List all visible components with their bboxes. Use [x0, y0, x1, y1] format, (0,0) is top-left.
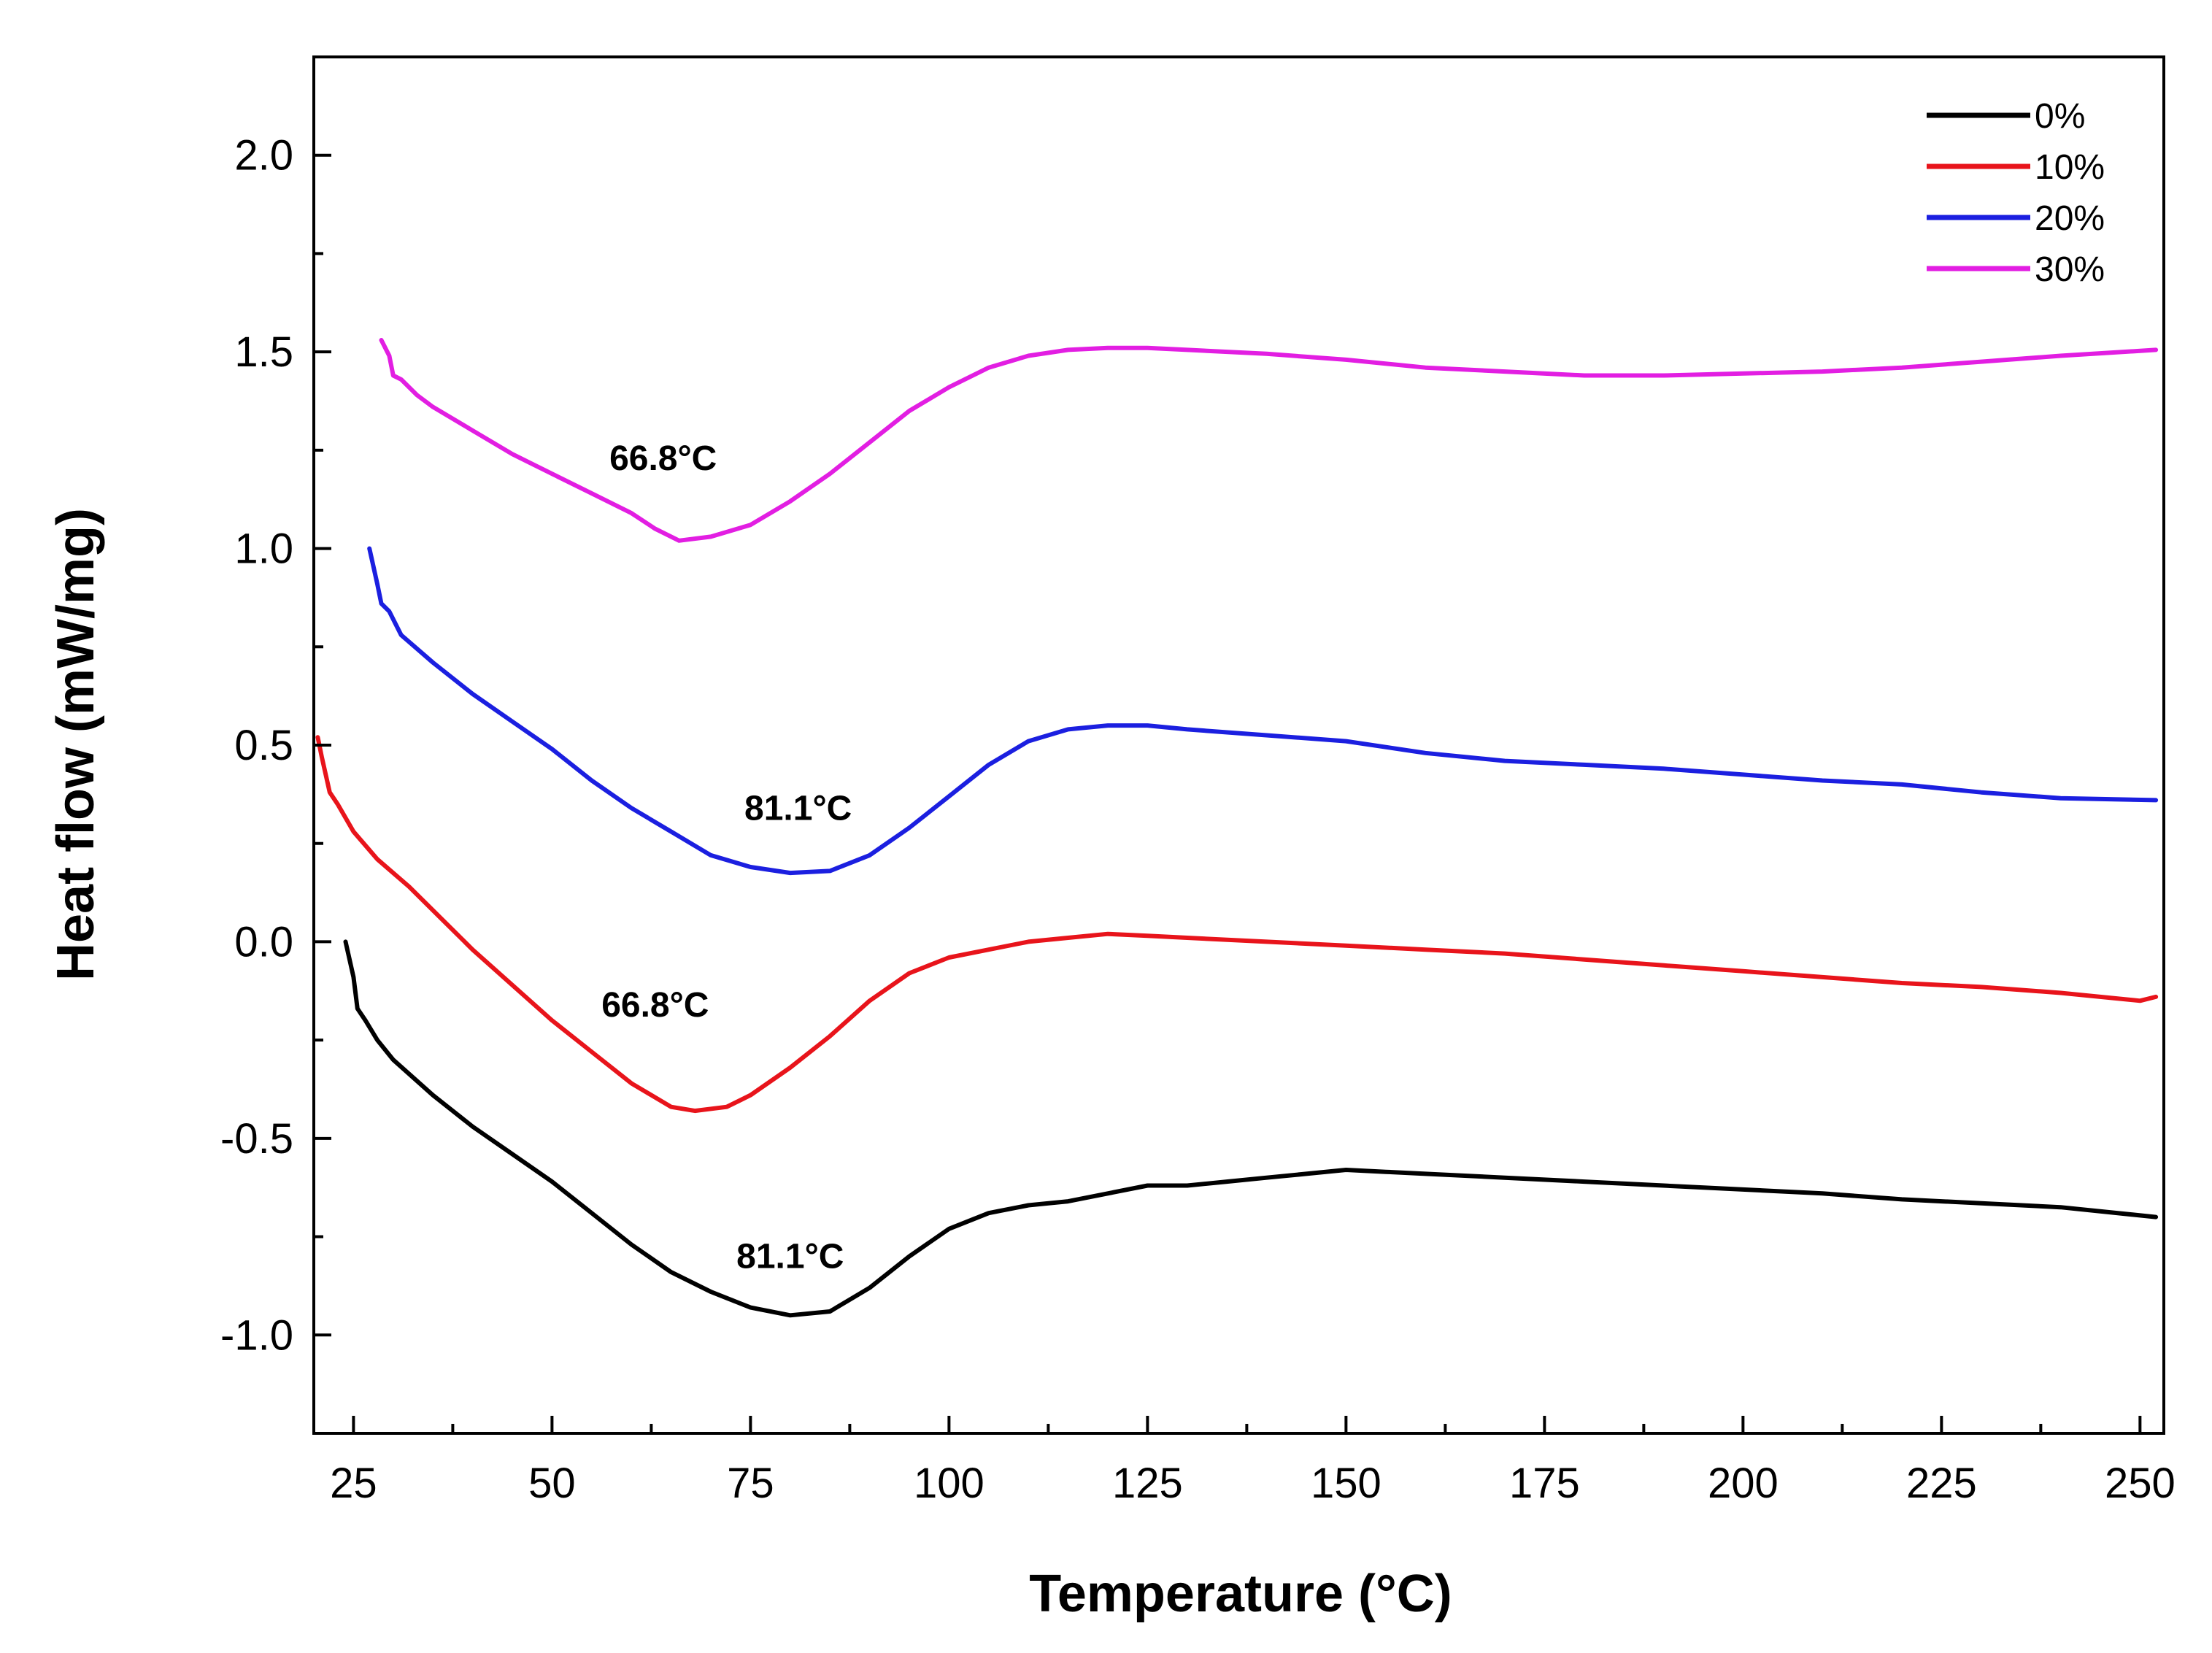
peak-annotation: 81.1°C — [736, 1238, 844, 1276]
x-tick-label: 75 — [727, 1460, 774, 1507]
x-tick-label: 225 — [1906, 1460, 1977, 1507]
peak-annotation: 66.8°C — [601, 986, 709, 1025]
x-tick-label: 200 — [1708, 1460, 1779, 1507]
series-line-0 — [343, 939, 2159, 1318]
annotation-layer: 66.8°C 81.1°C 66.8°C 81.1°C — [601, 439, 852, 1276]
series-line-2 — [367, 546, 2159, 876]
x-tick-label: 250 — [2105, 1460, 2176, 1507]
legend-label: 10% — [2035, 148, 2105, 187]
x-tick-label: 100 — [914, 1460, 984, 1507]
y-tick-label: 1.5 — [234, 328, 293, 376]
peak-annotation: 66.8°C — [609, 439, 717, 478]
x-tick-label: 150 — [1311, 1460, 1381, 1507]
legend-label: 0% — [2035, 97, 2085, 136]
legend-label: 30% — [2035, 250, 2105, 289]
y-tick-label: -1.0 — [220, 1311, 293, 1359]
series-line-1 — [315, 735, 2159, 1114]
y-tick-label: 1.0 — [234, 525, 293, 573]
peak-annotation: 81.1°C — [744, 789, 852, 828]
y-tick-label: -0.5 — [220, 1115, 293, 1163]
y-tick-label: 0.0 — [234, 918, 293, 966]
x-axis-title: Temperature (°C) — [1029, 1565, 1452, 1623]
legend: 0% 10% 20% 30% — [1927, 97, 2105, 289]
y-tick-label: 0.5 — [234, 722, 293, 769]
x-tick-label: 25 — [330, 1460, 377, 1507]
legend-label: 20% — [2035, 199, 2105, 238]
x-tick-label: 125 — [1112, 1460, 1183, 1507]
series-layer — [315, 338, 2159, 1318]
y-tick-label: 2.0 — [234, 132, 293, 180]
x-tick-label: 175 — [1509, 1460, 1580, 1507]
y-axis-title: Heat flow (mW/mg) — [47, 508, 105, 981]
series-line-3 — [379, 338, 2159, 543]
ticks-layer: 25 50 75 100 125 150 175 200 225 250 -1.0 -0.5 0.0 0.… — [220, 132, 2176, 1507]
x-tick-label: 50 — [528, 1460, 576, 1507]
